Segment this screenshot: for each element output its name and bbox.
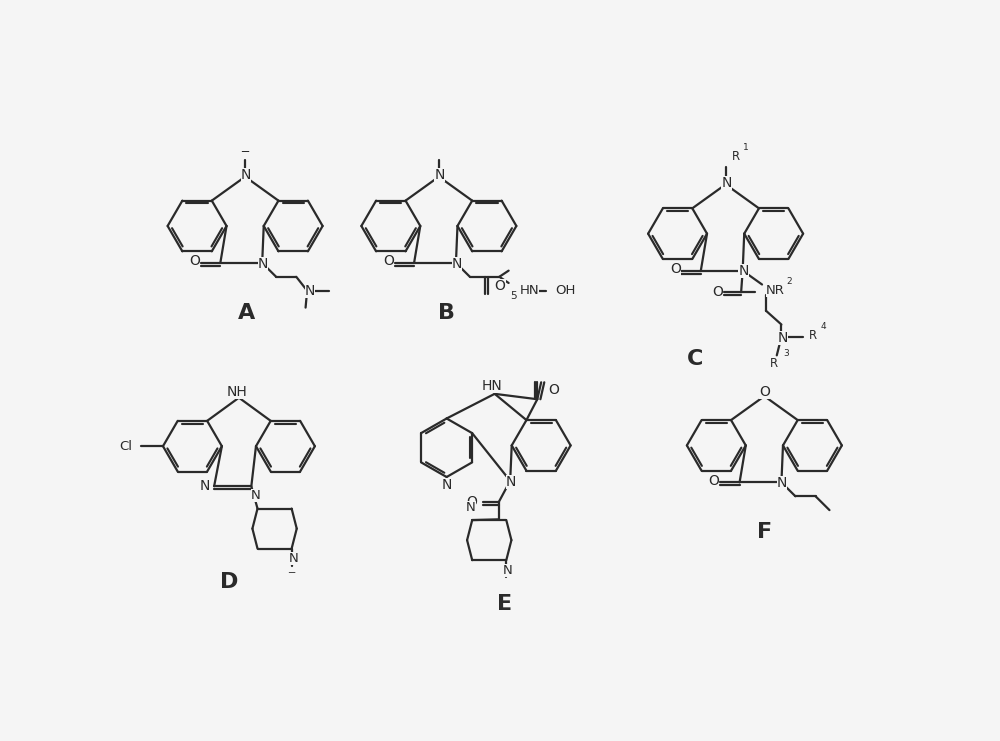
Text: A: A [238,303,255,323]
Text: HN: HN [481,379,502,393]
Text: N: N [434,168,445,182]
Text: N: N [288,553,298,565]
Text: N: N [241,168,251,182]
Text: O: O [383,254,394,268]
Text: B: B [438,303,455,323]
Text: NH: NH [227,385,248,399]
Text: N: N [305,284,315,298]
Text: ─: ─ [242,145,249,159]
Text: O: O [189,254,200,268]
Text: Cl: Cl [119,439,132,453]
Text: O: O [495,279,506,293]
Text: N: N [466,501,476,514]
Text: F: F [757,522,772,542]
Text: N: N [721,176,732,190]
Text: R: R [809,329,817,342]
Text: N: N [738,265,749,279]
Text: HN: HN [519,284,539,297]
Text: O: O [759,385,770,399]
Text: 5: 5 [510,290,517,301]
Text: NR: NR [766,284,785,297]
Text: N: N [778,331,788,345]
Text: 2: 2 [786,277,792,286]
Text: N: N [200,479,210,494]
Text: 3: 3 [783,350,789,359]
Text: O: O [466,496,477,509]
Text: ─: ─ [288,568,295,578]
Text: N: N [503,564,513,577]
Text: O: O [670,262,681,276]
Text: N: N [441,478,452,492]
Text: D: D [220,573,239,593]
Text: N: N [777,476,787,490]
Text: N: N [506,475,516,488]
Text: N: N [251,489,261,502]
Text: N: N [258,256,268,270]
Text: O: O [548,383,559,397]
Text: O: O [709,473,719,488]
Text: 1: 1 [743,143,748,152]
Text: R: R [770,356,778,370]
Text: O: O [712,285,723,299]
Text: C: C [686,349,703,369]
Text: N: N [452,256,462,270]
Text: R: R [732,150,740,163]
Text: 4: 4 [820,322,826,330]
Text: E: E [497,594,512,614]
Text: OH: OH [555,284,576,297]
